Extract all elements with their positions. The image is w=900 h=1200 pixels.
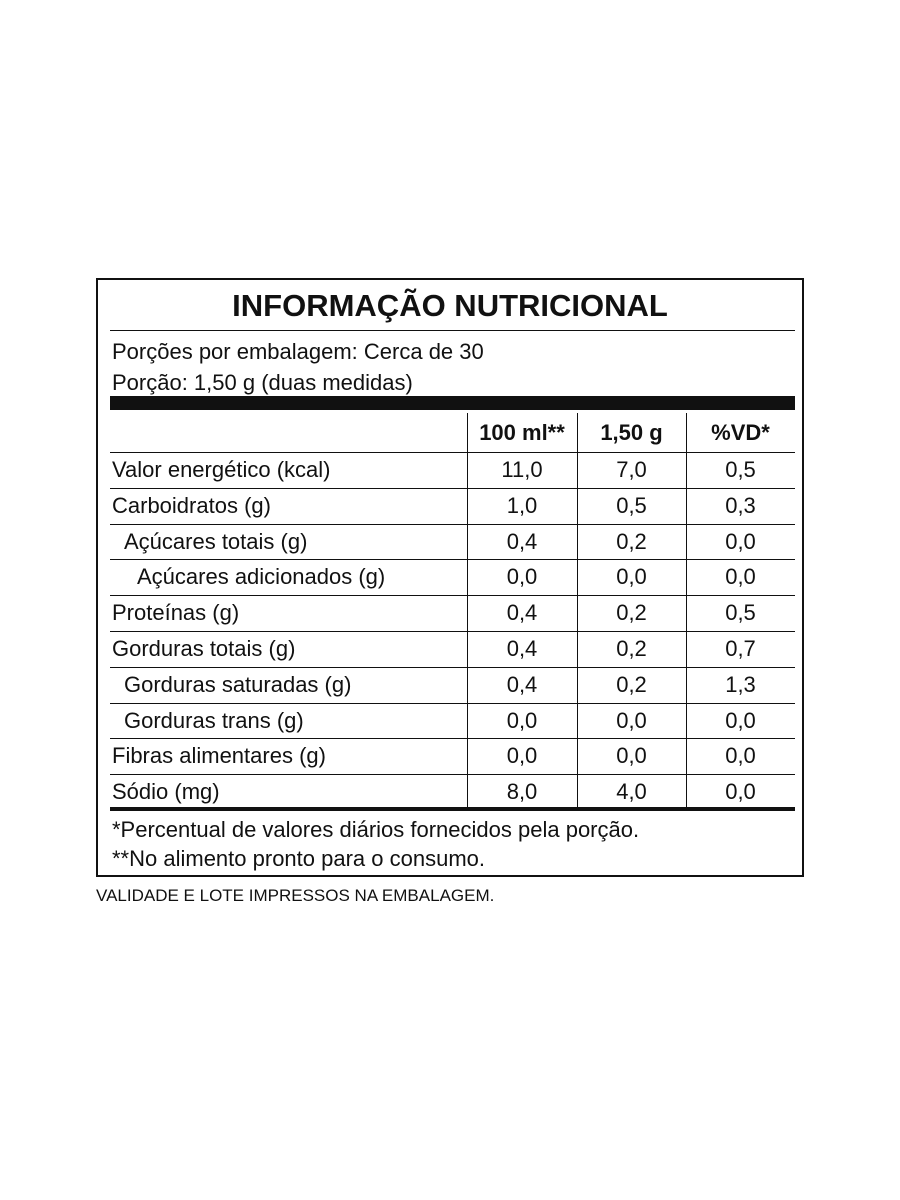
row-label: Fibras alimentares (g) [112, 743, 326, 769]
row-label: Valor energético (kcal) [112, 457, 331, 482]
row-rule [110, 487, 795, 489]
note: VALIDADE E LOTE IMPRESSOS NA EMBALAGEM. [96, 886, 495, 905]
cell-value: 0,4 [506, 671, 538, 697]
row-rule [110, 452, 795, 453]
cell-value: 0,5 [616, 492, 647, 518]
cell-value: 0,0 [616, 564, 647, 590]
serving-line: Porções por embalagem: Cerca de 30 [112, 339, 484, 364]
row-label: Proteínas (g) [112, 600, 240, 626]
column-rule [577, 413, 578, 810]
row-label: Açúcares adicionados (g) [137, 564, 386, 590]
label-box [96, 278, 804, 877]
footnote: **No alimento pronto para o consumo. [112, 846, 485, 871]
row-rule [110, 631, 795, 632]
cell-value: 0,0 [616, 743, 647, 769]
title: INFORMAÇÃO NUTRICIONAL [232, 288, 668, 323]
cell-value: 0,7 [725, 636, 756, 661]
cell-value: 0,0 [506, 564, 538, 590]
cell-value: 0,0 [725, 743, 756, 769]
cell-value: 0,3 [725, 492, 756, 518]
column-header: 100 ml** [479, 420, 565, 445]
row-label: Carboidratos (g) [112, 492, 271, 518]
row-label: Sódio (mg) [112, 779, 220, 805]
thick-rule [110, 807, 795, 811]
row-label: Açúcares totais (g) [124, 528, 308, 554]
cell-value: 8,0 [506, 779, 538, 805]
cell-value: 11,0 [501, 457, 543, 482]
rule [110, 330, 795, 331]
row-rule [110, 702, 795, 704]
cell-value: 0,4 [506, 600, 538, 626]
cell-value: 0,0 [506, 707, 538, 733]
row-rule [110, 523, 795, 525]
cell-value: 0,2 [616, 528, 647, 554]
cell-value: 0,4 [506, 528, 538, 554]
cell-value: 4,0 [616, 779, 647, 805]
cell-value: 0,5 [725, 600, 756, 626]
row-label: Gorduras trans (g) [124, 707, 304, 733]
row-label: Gorduras saturadas (g) [124, 671, 352, 697]
serving-line: Porção: 1,50 g (duas medidas) [112, 370, 413, 395]
cell-value: 0,0 [725, 707, 756, 733]
column-header: %VD* [711, 420, 770, 445]
cell-value: 0,0 [616, 707, 647, 733]
cell-value: 0,0 [725, 779, 756, 805]
cell-value: 0,0 [725, 564, 756, 590]
cell-value: 0,2 [616, 671, 647, 697]
cell-value: 0,2 [616, 600, 647, 626]
column-header: 1,50 g [600, 420, 663, 445]
cell-value: 0,0 [506, 743, 538, 769]
footnote: *Percentual de valores diários fornecido… [112, 817, 640, 842]
column-rule [686, 413, 687, 810]
cell-value: 0,2 [616, 636, 647, 661]
cell-value: 1,3 [725, 671, 756, 697]
cell-value: 0,5 [725, 457, 756, 482]
row-rule [110, 666, 795, 668]
row-rule [110, 774, 795, 776]
column-rule [467, 413, 468, 810]
row-rule [110, 559, 795, 561]
thick-bar [110, 396, 795, 410]
cell-value: 7,0 [616, 457, 647, 482]
cell-value: 0,4 [506, 636, 538, 661]
cell-value: 0,0 [725, 528, 756, 554]
row-rule [110, 738, 795, 740]
row-label: Gorduras totais (g) [112, 636, 296, 661]
row-rule [110, 595, 795, 597]
cell-value: 1,0 [506, 492, 538, 518]
